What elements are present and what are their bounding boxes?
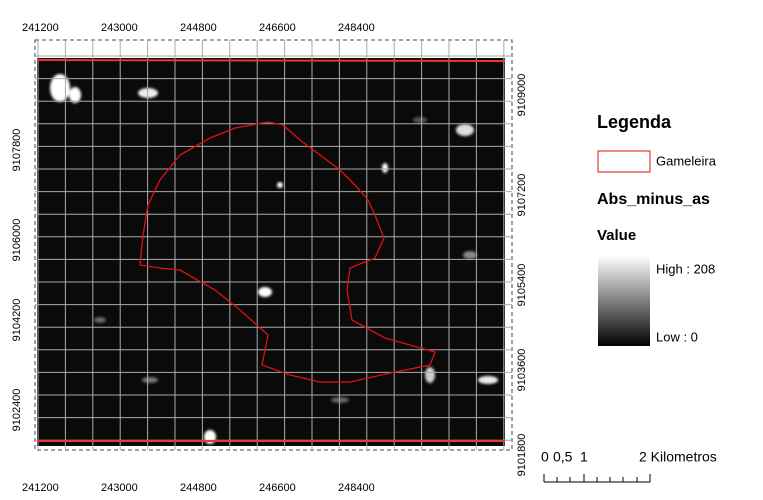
legend-low: Low : 0 [656,329,698,344]
coord-label: 241200 [22,482,59,494]
coord-label: 246600 [259,482,296,494]
coord-label: 9107200 [516,174,528,217]
coord-label: 9107800 [11,129,23,172]
coord-label: 9105400 [516,264,528,307]
scale-label: 2 Kilometros [639,449,717,465]
raster [37,58,505,446]
scale-bar [543,474,651,483]
coord-label: 9103600 [516,349,528,392]
coord-label: 243000 [101,22,138,34]
coord-label: 246600 [259,22,296,34]
coord-label: 248400 [338,482,375,494]
legend-ramp [598,256,650,346]
scale-label: 1 [580,449,588,465]
gameleira-boundary [139,121,436,383]
legend-high: High : 208 [656,261,715,276]
legend-label: Gameleira [656,153,717,168]
coord-label: 9106000 [11,219,23,262]
boundary-edge [36,59,506,62]
coord-label: 243000 [101,482,138,494]
scale-label: 0,5 [553,449,573,465]
coord-label: 9109000 [516,74,528,117]
map-frame [34,39,513,451]
scale-label: 0 [541,449,549,465]
coord-label: 244800 [180,22,217,34]
legend-title: Legenda [597,112,672,132]
coord-label: 244800 [180,482,217,494]
legend-layer: Abs_minus_as [597,191,710,208]
coord-label: 9104200 [11,299,23,342]
coord-label: 9101800 [516,434,528,477]
legend-field: Value [597,227,636,244]
legend-swatch [597,150,651,173]
coord-label: 248400 [338,22,375,34]
coord-label: 9102400 [11,389,23,432]
coord-label: 241200 [22,22,59,34]
